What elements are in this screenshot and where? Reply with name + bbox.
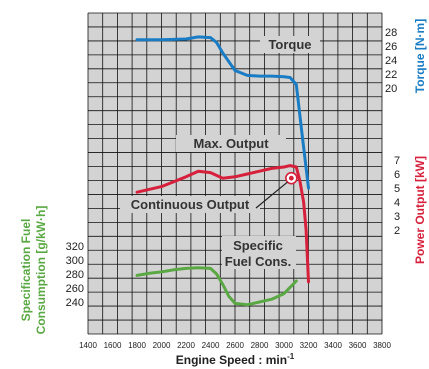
x-tick-label: 3400 bbox=[324, 341, 342, 350]
specific-fuel-label-line2: Fuel Cons. bbox=[225, 254, 291, 269]
power-tick-label: 6 bbox=[394, 169, 400, 181]
power-tick-label: 7 bbox=[394, 155, 400, 167]
power-tick-label: 2 bbox=[394, 225, 400, 237]
specific-fuel-label-bg bbox=[222, 236, 296, 269]
fuel-tick-label: 280 bbox=[66, 269, 84, 281]
torque-label-bg bbox=[260, 36, 320, 53]
x-tick-label: 3200 bbox=[300, 341, 318, 350]
torque-tick-label: 22 bbox=[385, 69, 397, 81]
fuel-tick-label: 320 bbox=[66, 241, 84, 253]
fuel-tick-label: 300 bbox=[66, 255, 84, 267]
x-axis-title: Engine Speed : min-1 bbox=[176, 352, 295, 367]
x-tick-label: 1600 bbox=[104, 341, 122, 350]
power-axis-title: Power Output [kW] bbox=[413, 156, 427, 264]
torque-tick-label: 20 bbox=[385, 83, 397, 95]
max-output-label: Max. Output bbox=[193, 136, 269, 151]
continuous-output-marker-dot bbox=[288, 175, 294, 181]
power-tick-label: 3 bbox=[394, 211, 400, 223]
x-tick-label: 2600 bbox=[226, 341, 244, 350]
torque-tick-label: 24 bbox=[385, 55, 397, 67]
power-tick-label: 5 bbox=[394, 183, 400, 195]
x-axis-title-superscript: -1 bbox=[287, 352, 295, 361]
max-output-label-bg bbox=[176, 135, 286, 152]
torque-tick-label: 26 bbox=[385, 41, 397, 53]
x-tick-label: 2400 bbox=[202, 341, 220, 350]
continuous-output-label-bg bbox=[120, 196, 260, 213]
x-tick-label: 2200 bbox=[177, 341, 195, 350]
fuel-tick-label: 240 bbox=[66, 297, 84, 309]
x-tick-label: 3800 bbox=[373, 341, 391, 350]
series-line-torque bbox=[135, 35, 310, 190]
fuel-tick-label: 260 bbox=[66, 283, 84, 295]
x-tick-label: 1800 bbox=[128, 341, 146, 350]
torque-label: Torque bbox=[268, 37, 311, 52]
x-tick-label: 1400 bbox=[79, 341, 97, 350]
series-line-specific-fuel-cons bbox=[135, 266, 298, 307]
x-tick-label: 3600 bbox=[349, 341, 367, 350]
x-tick-label: 2000 bbox=[153, 341, 171, 350]
fuel-axis-title-line2: Consumption [g/kW·h] bbox=[34, 206, 48, 335]
specific-fuel-label-line1: Specific bbox=[233, 238, 283, 253]
power-tick-label: 4 bbox=[394, 197, 400, 209]
torque-tick-label: 28 bbox=[385, 27, 397, 39]
continuous-output-pointer bbox=[255, 181, 288, 209]
x-tick-label: 2800 bbox=[251, 341, 269, 350]
fuel-axis-title-line1: Specification Fuel bbox=[19, 219, 33, 322]
torque-axis-title: Torque [N·m] bbox=[413, 19, 427, 93]
continuous-output-label: Continuous Output bbox=[131, 197, 250, 212]
x-tick-label: 3000 bbox=[275, 341, 293, 350]
series-line-max-output bbox=[135, 164, 310, 284]
